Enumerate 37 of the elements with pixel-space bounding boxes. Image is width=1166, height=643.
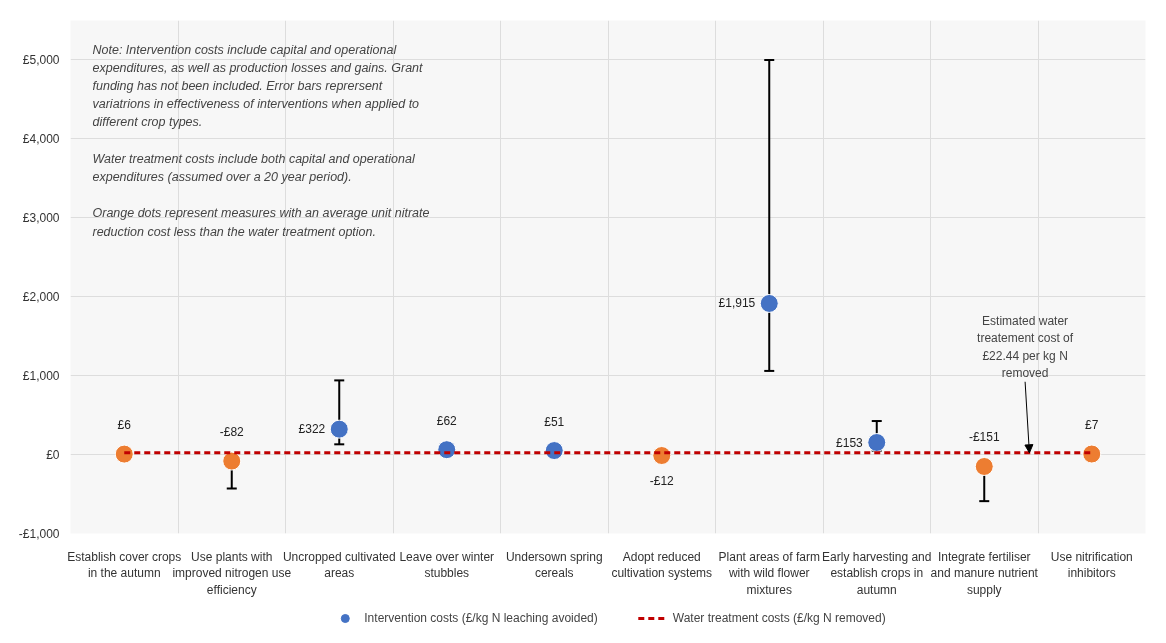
data-label: £7 (1085, 418, 1099, 433)
point (114, 444, 134, 464)
annotation: Orange dots represent measures with an average unit nitrate reduction cost less than the water treatment option. (92, 206, 430, 239)
point (974, 457, 994, 476)
data-label: -£82 (219, 425, 245, 440)
x-tick-label: Early harvesting and establish crops in autumn (822, 549, 932, 598)
legend-label: Intervention costs (£/kg N leaching avoided) (364, 611, 598, 625)
annotation: Water treatment costs include both capital and operational expenditures (assumed over a 20 year period). (92, 151, 416, 184)
x-tick-label: Undersown spring cereals (505, 549, 603, 581)
data-label: £51 (544, 414, 565, 429)
data-label: -£12 (649, 473, 675, 488)
x-tick-label: Use nitrification inhibitors (1050, 549, 1133, 581)
annotation: Note: Intervention costs include capital and operational expenditures, as well as production losses and gains. Grant funding has not been included. Error bars reprersent variatrions in effectiveness of interventions when applied to different crop types. (92, 42, 424, 130)
y-tick-label: £3,000 (22, 210, 60, 225)
x-tick-label: Integrate fertiliser and manure nutrient supply (930, 549, 1039, 598)
y-tick-label: £0 (46, 447, 60, 462)
y-tick-label: £2,000 (22, 289, 60, 304)
annotation: Estimated water treatement cost of £22.44 per kg N removed (977, 313, 1074, 381)
data-label: £153 (836, 435, 864, 450)
legend-label: Water treatment costs (£/kg N removed) (672, 611, 886, 625)
y-tick-label: -£1,000 (18, 526, 60, 541)
data-label: £62 (436, 413, 458, 428)
x-tick-label: Leave over winter stubbles (399, 549, 495, 581)
data-label: -£151 (968, 430, 1000, 445)
data-label: £322 (298, 422, 326, 437)
point (867, 433, 887, 452)
point (329, 419, 349, 439)
y-tick-label: £5,000 (22, 52, 60, 67)
x-tick-label: Adopt reduced cultivation systems (611, 549, 713, 581)
y-tick-label: £1,000 (22, 368, 60, 383)
data-label: £6 (117, 418, 132, 433)
point (222, 451, 242, 471)
x-tick-label: Plant areas of farm with wild flower mixtures (718, 549, 820, 598)
data-label: £1,915 (718, 296, 756, 311)
point (759, 293, 779, 313)
point (1082, 444, 1102, 464)
y-tick-label: £4,000 (22, 131, 60, 146)
